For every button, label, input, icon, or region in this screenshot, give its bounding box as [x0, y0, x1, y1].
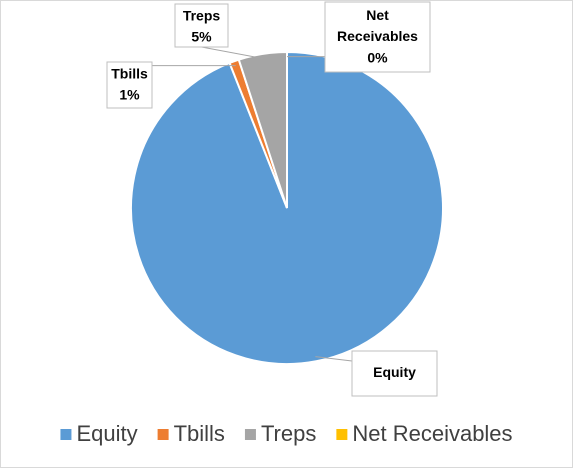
legend-label: Equity	[76, 421, 137, 446]
leader-line	[201, 46, 264, 60]
label-box	[351, 350, 438, 397]
legend-label: Tbills	[174, 421, 225, 446]
legend-swatch	[336, 429, 348, 440]
label-box	[174, 3, 229, 48]
label-box	[324, 1, 431, 73]
data-label-name: Tbills	[111, 66, 148, 82]
legend-label: Net Receivables	[352, 421, 512, 446]
leader-line	[315, 356, 353, 362]
data-label-value: 0%	[367, 50, 388, 66]
legend-swatch	[157, 429, 169, 440]
data-label-name: Net Receivables	[337, 7, 418, 44]
legend-swatch	[244, 429, 256, 440]
data-label-name: Equity	[373, 364, 416, 380]
legend: Equity Tbills Treps Net Receivables	[60, 421, 513, 446]
data-label-value: 5%	[191, 29, 212, 45]
legend-swatch	[60, 429, 72, 440]
label-box	[106, 61, 153, 109]
legend-label: Treps	[261, 421, 316, 446]
data-label-value: 1%	[119, 87, 140, 103]
data-label-name: Treps	[183, 8, 221, 24]
